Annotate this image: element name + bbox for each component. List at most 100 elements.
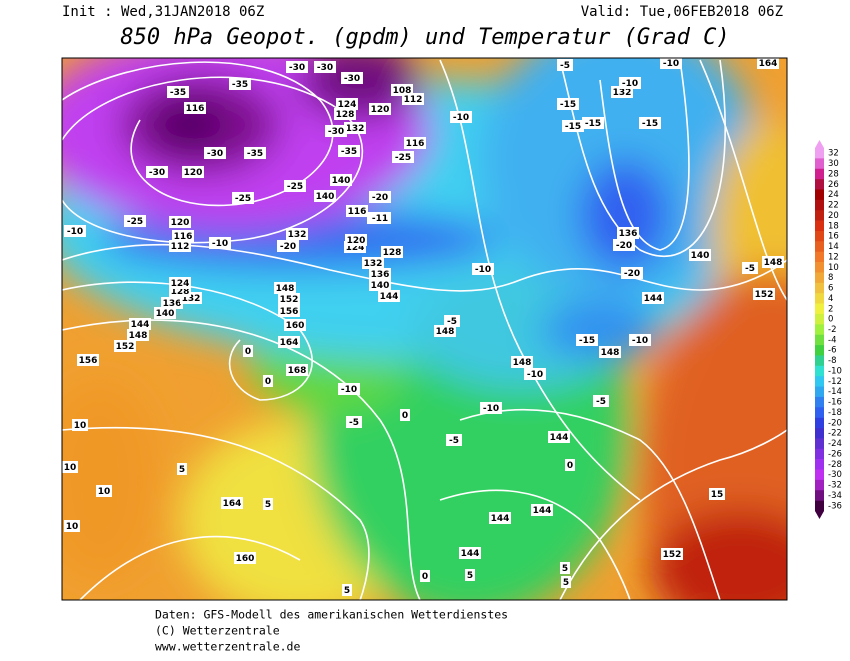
contour-label: -15 bbox=[642, 119, 658, 129]
colorbar-label: 2 bbox=[828, 304, 833, 314]
contour-label: 144 bbox=[644, 294, 663, 304]
colorbar-label: 8 bbox=[828, 273, 833, 283]
contour-label-box bbox=[576, 334, 598, 346]
contour-label: 168 bbox=[288, 366, 307, 376]
colorbar-swatch bbox=[815, 168, 824, 180]
contour-label-box bbox=[154, 307, 176, 319]
colorbar-label: -32 bbox=[828, 481, 842, 491]
contour-label: 148 bbox=[129, 331, 148, 341]
contour-label-box bbox=[369, 103, 391, 115]
contour-label-box bbox=[334, 108, 356, 120]
contour-label: -10 bbox=[622, 79, 638, 89]
contour-label: 148 bbox=[764, 258, 783, 268]
colorbar-swatch bbox=[815, 303, 824, 315]
colorbar-label: 12 bbox=[828, 252, 839, 262]
contour-label-box bbox=[124, 215, 146, 227]
contour-label-box bbox=[96, 485, 112, 497]
contour-label-box bbox=[369, 268, 391, 280]
contour-label-box bbox=[617, 227, 639, 239]
contour-label: -20 bbox=[280, 242, 296, 252]
colorbar-swatch bbox=[815, 282, 824, 294]
contour-label-box bbox=[619, 77, 641, 89]
contour-label-box bbox=[459, 547, 481, 559]
contour-label: -10 bbox=[483, 404, 499, 414]
colorbar-swatch bbox=[815, 448, 824, 460]
colorbar-label: 10 bbox=[828, 263, 839, 273]
contour-label: 124 bbox=[338, 100, 357, 110]
contour-label: 144 bbox=[550, 433, 569, 443]
footer-url: www.wetterzentrale.de bbox=[155, 640, 300, 654]
contour-label: 128 bbox=[171, 287, 190, 297]
contour-label: -25 bbox=[127, 217, 143, 227]
contour-label-box bbox=[465, 569, 475, 581]
contour-label-box bbox=[244, 147, 266, 159]
contour-label: 5 bbox=[344, 586, 350, 596]
contour-label-box bbox=[234, 552, 256, 564]
contour-label-box bbox=[660, 58, 682, 69]
colorbar-label: -34 bbox=[828, 491, 842, 501]
contour-label: 120 bbox=[347, 236, 366, 246]
contour-label-box bbox=[757, 58, 779, 69]
contour-label-box bbox=[404, 137, 426, 149]
colorbar-label: -16 bbox=[828, 398, 842, 408]
colorbar-swatch bbox=[815, 459, 824, 470]
contour-label: 144 bbox=[491, 514, 510, 524]
contour-label: 140 bbox=[332, 176, 351, 186]
contour-label-box bbox=[561, 576, 571, 588]
colorbar-swatch bbox=[815, 179, 824, 190]
contour-label: 156 bbox=[280, 307, 299, 317]
contour-label: -20 bbox=[372, 193, 388, 203]
colorbar-swatch bbox=[815, 199, 824, 211]
contour-label: -11 bbox=[372, 214, 388, 224]
contour-label: 0 bbox=[422, 572, 428, 582]
contour-label: 5 bbox=[563, 578, 569, 588]
colorbar-label: 26 bbox=[828, 180, 839, 190]
colorbar-swatch bbox=[815, 251, 824, 263]
contour-label: 152 bbox=[116, 342, 135, 352]
contour-label: 128 bbox=[383, 248, 402, 258]
contour-label: -30 bbox=[328, 127, 344, 137]
contour-label: 128 bbox=[336, 110, 355, 120]
colorbar-label: -36 bbox=[828, 501, 842, 511]
colorbar-swatch bbox=[815, 241, 824, 253]
colorbar-label: 20 bbox=[828, 211, 839, 221]
colorbar-swatch bbox=[815, 479, 824, 491]
contour-label: 160 bbox=[236, 554, 255, 564]
contour-label: -20 bbox=[624, 269, 640, 279]
contour-label: -10 bbox=[475, 265, 491, 275]
contour-label-box bbox=[325, 125, 347, 137]
contour-label: 136 bbox=[371, 270, 390, 280]
contour-label-box bbox=[621, 267, 643, 279]
colorbar-label: 4 bbox=[828, 294, 833, 304]
contour-label-box bbox=[402, 93, 424, 105]
colorbar-swatch bbox=[815, 272, 824, 284]
contour-label-box bbox=[450, 111, 472, 123]
colorbar-label: 6 bbox=[828, 284, 833, 294]
contour-label: 164 bbox=[759, 59, 778, 69]
contour-label: -5 bbox=[449, 436, 459, 446]
contour-label-box bbox=[169, 240, 191, 252]
contour-label-box bbox=[204, 147, 226, 159]
contour-label-box bbox=[338, 145, 360, 157]
contour-label-box bbox=[593, 395, 609, 407]
colorbar-label: -18 bbox=[828, 408, 842, 418]
contour-label-box bbox=[762, 256, 784, 268]
contour-label-box bbox=[232, 192, 254, 204]
contour-label: -20 bbox=[616, 241, 632, 251]
contour-label-box bbox=[62, 461, 78, 473]
contour-label: -5 bbox=[596, 397, 606, 407]
colorbar-label: -4 bbox=[828, 335, 836, 345]
colorbar-label: 16 bbox=[828, 232, 839, 242]
contour-label-box bbox=[709, 488, 725, 500]
contour-label: 116 bbox=[186, 104, 205, 114]
colorbar-label: -10 bbox=[828, 366, 842, 376]
contour-label: -15 bbox=[565, 122, 581, 132]
contour-label-box bbox=[369, 279, 391, 291]
contour-label: 5 bbox=[265, 500, 271, 510]
contour-label-box bbox=[742, 262, 758, 274]
contour-label-box bbox=[342, 584, 352, 596]
contour-label: 136 bbox=[163, 299, 182, 309]
contour-label: -30 bbox=[149, 168, 165, 178]
contour-label: 164 bbox=[280, 338, 299, 348]
footer-copyright: (C) Wetterzentrale bbox=[155, 624, 280, 638]
